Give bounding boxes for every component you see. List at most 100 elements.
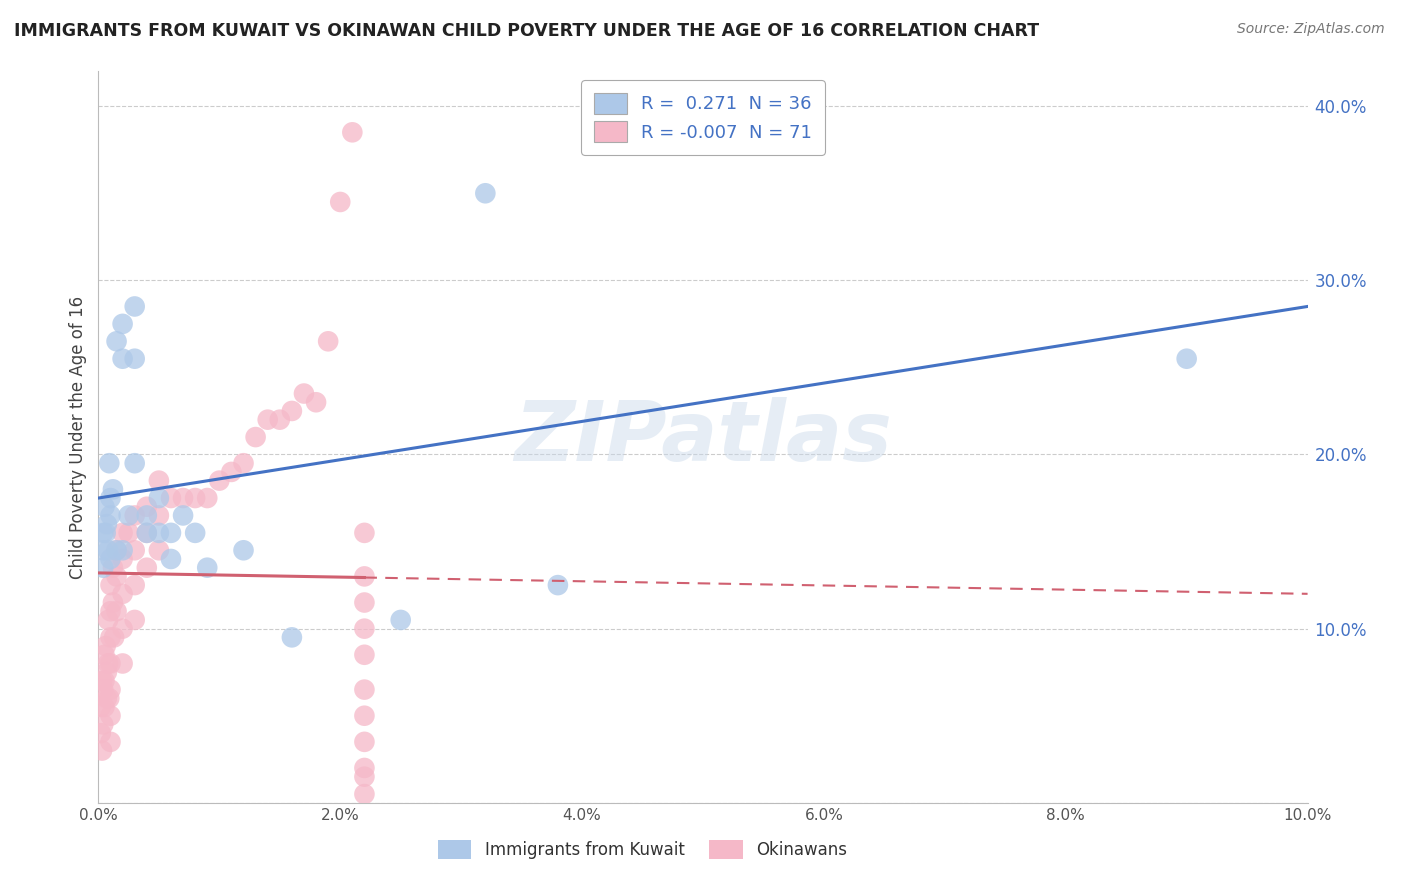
Point: [91, 682, 114, 697]
Point: [101, 595, 124, 609]
Point: [305, 395, 328, 409]
Point: [353, 761, 375, 775]
Point: [91, 743, 114, 757]
Point: [124, 508, 146, 523]
Point: [111, 587, 134, 601]
Point: [111, 543, 134, 558]
Point: [93, 673, 115, 688]
Point: [353, 648, 375, 662]
Point: [474, 186, 496, 201]
Point: [111, 351, 134, 366]
Point: [124, 543, 146, 558]
Point: [100, 708, 122, 723]
Point: [93, 700, 115, 714]
Point: [353, 682, 375, 697]
Point: [124, 300, 146, 314]
Point: [91, 543, 114, 558]
Point: [135, 525, 157, 540]
Point: [118, 525, 141, 540]
Point: [160, 491, 183, 505]
Point: [221, 465, 243, 479]
Point: [148, 525, 170, 540]
Point: [105, 604, 128, 618]
Point: [96, 691, 118, 706]
Point: [124, 578, 146, 592]
Point: [124, 613, 146, 627]
Point: [281, 631, 304, 645]
Point: [101, 560, 124, 574]
Point: [148, 543, 170, 558]
Point: [111, 657, 134, 671]
Point: [105, 569, 128, 583]
Text: IMMIGRANTS FROM KUWAIT VS OKINAWAN CHILD POVERTY UNDER THE AGE OF 16 CORRELATION: IMMIGRANTS FROM KUWAIT VS OKINAWAN CHILD…: [14, 22, 1039, 40]
Point: [135, 500, 157, 514]
Point: [353, 525, 375, 540]
Legend: Immigrants from Kuwait, Okinawans: Immigrants from Kuwait, Okinawans: [430, 831, 855, 868]
Point: [195, 491, 218, 505]
Point: [94, 639, 117, 653]
Point: [256, 412, 278, 426]
Point: [208, 474, 231, 488]
Point: [91, 525, 114, 540]
Text: Source: ZipAtlas.com: Source: ZipAtlas.com: [1237, 22, 1385, 37]
Point: [100, 735, 122, 749]
Point: [100, 552, 122, 566]
Point: [94, 525, 117, 540]
Point: [97, 613, 120, 627]
Point: [111, 317, 134, 331]
Point: [148, 491, 170, 505]
Point: [100, 604, 122, 618]
Point: [547, 578, 569, 592]
Text: ZIPatlas: ZIPatlas: [515, 397, 891, 477]
Point: [135, 525, 157, 540]
Point: [342, 125, 364, 139]
Point: [353, 787, 375, 801]
Point: [232, 456, 254, 470]
Point: [105, 543, 128, 558]
Point: [172, 508, 194, 523]
Point: [100, 508, 122, 523]
Point: [100, 682, 122, 697]
Point: [96, 665, 118, 680]
Point: [135, 560, 157, 574]
Point: [281, 404, 304, 418]
Point: [1175, 351, 1198, 366]
Point: [96, 517, 118, 532]
Point: [97, 657, 120, 671]
Point: [316, 334, 339, 349]
Point: [124, 456, 146, 470]
Point: [292, 386, 315, 401]
Point: [353, 569, 375, 583]
Point: [353, 622, 375, 636]
Point: [329, 194, 352, 209]
Point: [353, 735, 375, 749]
Point: [91, 560, 114, 574]
Point: [245, 430, 267, 444]
Point: [91, 717, 114, 731]
Y-axis label: Child Poverty Under the Age of 16: Child Poverty Under the Age of 16: [69, 295, 87, 579]
Point: [93, 500, 115, 514]
Point: [184, 525, 207, 540]
Point: [100, 631, 122, 645]
Point: [124, 351, 146, 366]
Point: [184, 491, 207, 505]
Point: [160, 552, 183, 566]
Point: [389, 613, 412, 627]
Point: [98, 456, 121, 470]
Point: [91, 673, 114, 688]
Point: [118, 508, 141, 523]
Point: [98, 691, 121, 706]
Point: [111, 525, 134, 540]
Point: [111, 552, 134, 566]
Point: [353, 595, 375, 609]
Point: [195, 560, 218, 574]
Point: [148, 508, 170, 523]
Point: [90, 700, 112, 714]
Point: [100, 578, 122, 592]
Point: [353, 708, 375, 723]
Point: [232, 543, 254, 558]
Point: [105, 543, 128, 558]
Point: [148, 474, 170, 488]
Point: [160, 525, 183, 540]
Point: [269, 412, 291, 426]
